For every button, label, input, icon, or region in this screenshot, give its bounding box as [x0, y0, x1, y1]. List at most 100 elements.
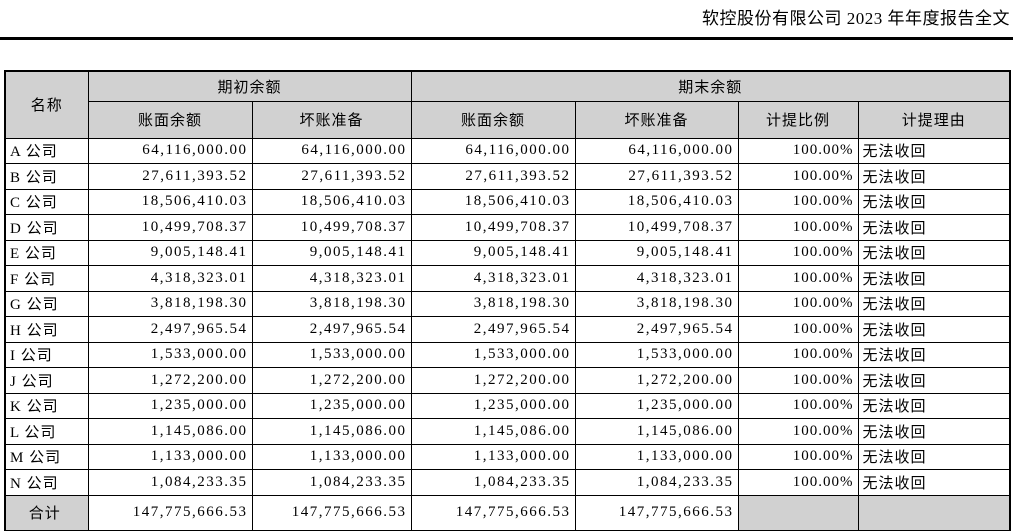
cell-total-ratio — [737, 494, 859, 531]
cell-begin-bad: 2,497,965.54 — [251, 316, 412, 343]
cell-ratio: 100.00% — [737, 341, 859, 368]
table-row: N 公司 1,084,233.35 1,084,233.35 1,084,233.35… — [4, 469, 1011, 496]
cell-reason: 无法收回 — [857, 163, 1011, 190]
cell-begin-bad: 1,533,000.00 — [251, 341, 412, 368]
table-row: D 公司 10,499,708.37 10,499,708.37 10,499,708… — [4, 214, 1011, 241]
cell-begin-book: 1,272,200.00 — [87, 367, 253, 394]
cell-end-book: 9,005,148.41 — [410, 239, 576, 266]
cell-end-bad: 18,506,410.03 — [574, 188, 739, 215]
cell-begin-book: 9,005,148.41 — [87, 239, 253, 266]
cell-name: C 公司 — [4, 188, 89, 215]
cell-begin-bad: 4,318,323.01 — [251, 265, 412, 292]
cell-end-bad: 1,133,000.00 — [574, 443, 739, 470]
cell-begin-bad: 1,272,200.00 — [251, 367, 412, 394]
cell-begin-book: 4,318,323.01 — [87, 265, 253, 292]
cell-end-book: 3,818,198.30 — [410, 290, 576, 317]
cell-begin-book: 3,818,198.30 — [87, 290, 253, 317]
cell-end-book: 64,116,000.00 — [410, 137, 576, 164]
cell-total-end-bad: 147,775,666.53 — [574, 494, 739, 531]
column-header-begin-book-balance: 账面余额 — [87, 100, 253, 139]
cell-ratio: 100.00% — [737, 137, 859, 164]
cell-begin-book: 64,116,000.00 — [87, 137, 253, 164]
cell-ratio: 100.00% — [737, 239, 859, 266]
cell-reason: 无法收回 — [857, 137, 1011, 164]
cell-ratio: 100.00% — [737, 290, 859, 317]
cell-name: E 公司 — [4, 239, 89, 266]
cell-name: M 公司 — [4, 443, 89, 470]
column-header-end-bad-debt-provision: 坏账准备 — [574, 100, 739, 139]
cell-name: J 公司 — [4, 367, 89, 394]
table-row: C 公司 18,506,410.03 18,506,410.03 18,506,410… — [4, 188, 1011, 215]
cell-name: H 公司 — [4, 316, 89, 343]
cell-name: I 公司 — [4, 341, 89, 368]
table-row: H 公司 2,497,965.54 2,497,965.54 2,497,965.54… — [4, 316, 1011, 343]
column-group-ending-balance: 期末余额 — [410, 70, 1011, 102]
cell-end-bad: 64,116,000.00 — [574, 137, 739, 164]
table-row: J 公司 1,272,200.00 1,272,200.00 1,272,200.00… — [4, 367, 1011, 394]
cell-end-book: 1,084,233.35 — [410, 469, 576, 496]
cell-begin-bad: 64,116,000.00 — [251, 137, 412, 164]
table-row: F 公司 4,318,323.01 4,318,323.01 4,318,323.01… — [4, 265, 1011, 292]
column-header-end-book-balance: 账面余额 — [410, 100, 576, 139]
cell-ratio: 100.00% — [737, 469, 859, 496]
cell-begin-book: 1,084,233.35 — [87, 469, 253, 496]
table-body: A 公司 64,116,000.00 64,116,000.00 64,116,000… — [4, 137, 1011, 531]
cell-reason: 无法收回 — [857, 469, 1011, 496]
cell-begin-book: 2,497,965.54 — [87, 316, 253, 343]
cell-ratio: 100.00% — [737, 392, 859, 419]
cell-ratio: 100.00% — [737, 265, 859, 292]
cell-end-bad: 1,272,200.00 — [574, 367, 739, 394]
table-row: I 公司 1,533,000.00 1,533,000.00 1,533,000.00… — [4, 341, 1011, 368]
cell-reason: 无法收回 — [857, 341, 1011, 368]
cell-end-bad: 2,497,965.54 — [574, 316, 739, 343]
cell-end-book: 4,318,323.01 — [410, 265, 576, 292]
column-header-begin-bad-debt-provision: 坏账准备 — [251, 100, 412, 139]
cell-name: A 公司 — [4, 137, 89, 164]
bad-debt-provision-table: 名称 期初余额 期末余额 账面余额 坏账准备 账面余额 坏账准备 计提比例 计提… — [4, 70, 1012, 531]
cell-end-book: 2,497,965.54 — [410, 316, 576, 343]
cell-end-book: 1,533,000.00 — [410, 341, 576, 368]
cell-begin-book: 27,611,393.52 — [87, 163, 253, 190]
header-row-groups: 名称 期初余额 期末余额 — [4, 70, 1011, 139]
header-rule — [0, 37, 1013, 40]
cell-begin-book: 1,133,000.00 — [87, 443, 253, 470]
cell-end-book: 1,272,200.00 — [410, 367, 576, 394]
cell-begin-book: 1,235,000.00 — [87, 392, 253, 419]
cell-begin-book: 1,145,086.00 — [87, 418, 253, 445]
cell-end-bad: 10,499,708.37 — [574, 214, 739, 241]
cell-begin-bad: 10,499,708.37 — [251, 214, 412, 241]
cell-reason: 无法收回 — [857, 188, 1011, 215]
cell-begin-bad: 1,145,086.00 — [251, 418, 412, 445]
cell-end-book: 1,145,086.00 — [410, 418, 576, 445]
cell-reason: 无法收回 — [857, 214, 1011, 241]
report-title: 软控股份有限公司 2023 年年度报告全文 — [702, 9, 1010, 28]
cell-ratio: 100.00% — [737, 214, 859, 241]
cell-begin-book: 18,506,410.03 — [87, 188, 253, 215]
cell-name: K 公司 — [4, 392, 89, 419]
cell-ratio: 100.00% — [737, 188, 859, 215]
cell-end-bad: 1,533,000.00 — [574, 341, 739, 368]
cell-reason: 无法收回 — [857, 290, 1011, 317]
cell-ratio: 100.00% — [737, 163, 859, 190]
cell-name: G 公司 — [4, 290, 89, 317]
cell-end-book: 18,506,410.03 — [410, 188, 576, 215]
cell-reason: 无法收回 — [857, 367, 1011, 394]
cell-reason: 无法收回 — [857, 265, 1011, 292]
cell-begin-bad: 3,818,198.30 — [251, 290, 412, 317]
cell-end-book: 1,133,000.00 — [410, 443, 576, 470]
cell-begin-bad: 1,133,000.00 — [251, 443, 412, 470]
cell-name: L 公司 — [4, 418, 89, 445]
cell-total-begin-bad: 147,775,666.53 — [251, 494, 412, 531]
cell-name: B 公司 — [4, 163, 89, 190]
cell-reason: 无法收回 — [857, 418, 1011, 445]
cell-end-bad: 4,318,323.01 — [574, 265, 739, 292]
cell-end-book: 27,611,393.52 — [410, 163, 576, 190]
cell-name: D 公司 — [4, 214, 89, 241]
cell-name: N 公司 — [4, 469, 89, 496]
cell-total-label: 合计 — [4, 494, 89, 531]
table-row: K 公司 1,235,000.00 1,235,000.00 1,235,000.00… — [4, 392, 1011, 419]
cell-begin-bad: 18,506,410.03 — [251, 188, 412, 215]
cell-begin-bad: 1,084,233.35 — [251, 469, 412, 496]
cell-total-begin-book: 147,775,666.53 — [87, 494, 253, 531]
